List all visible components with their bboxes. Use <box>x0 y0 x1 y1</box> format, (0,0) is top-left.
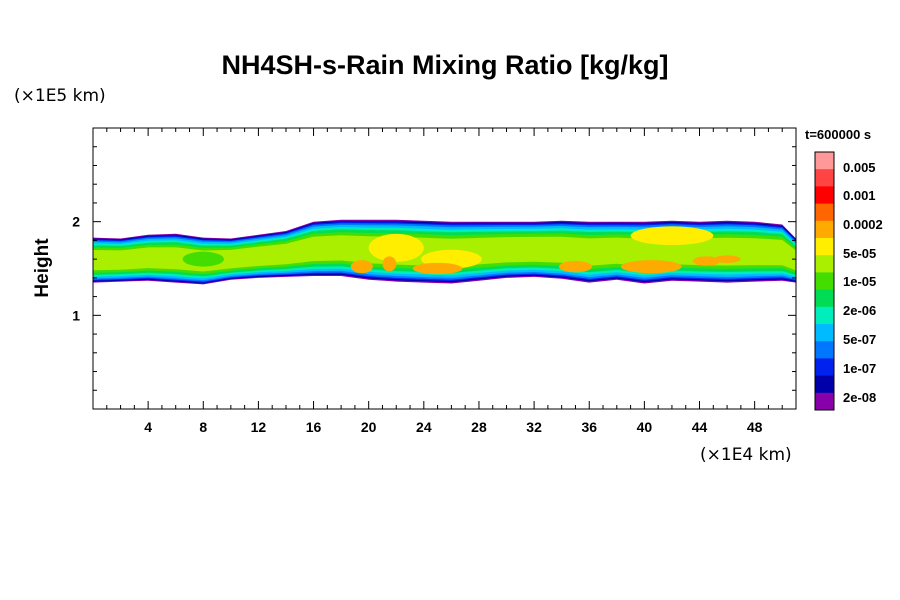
core-patch <box>692 256 721 266</box>
colorbar-swatch <box>815 375 834 394</box>
x-tick-label: 16 <box>306 419 322 435</box>
colorbar-swatch <box>815 272 834 290</box>
colorbar-swatch <box>815 341 834 359</box>
x-tick-label: 12 <box>251 419 267 435</box>
colorbar: 0.005 0.001 0.0002 5e-05 1e-05 2e-06 5e-07 1e-0… <box>814 151 883 411</box>
colorbar-label: 2e-06 <box>843 303 876 318</box>
core-patch <box>182 251 224 267</box>
colorbar-label: 5e-07 <box>843 332 876 347</box>
y-tick-label: 2 <box>72 214 80 230</box>
colorbar-swatch <box>815 238 834 256</box>
colorbar-swatch <box>815 186 834 204</box>
x-axis: 4 8 12 16 20 24 28 32 36 40 44 48 <box>106 128 783 435</box>
core-patch <box>630 226 714 246</box>
x-tick-label: 8 <box>199 419 207 435</box>
colorbar-swatch <box>815 289 834 308</box>
core-patch <box>558 261 592 273</box>
colorbar-swatch <box>815 169 834 187</box>
colorbar-label: 5e-05 <box>843 246 876 261</box>
colorbar-label: 0.005 <box>843 160 876 175</box>
plot-area <box>93 219 796 285</box>
core-patch <box>620 260 682 274</box>
chart-title: NH4SH-s-Rain Mixing Ratio [kg/kg] <box>221 50 668 80</box>
x-axis-unit: (×1E4 km) <box>700 445 792 465</box>
y-tick-label: 1 <box>72 307 80 323</box>
x-tick-label: 36 <box>581 419 597 435</box>
x-tick-label: 28 <box>471 419 487 435</box>
colorbar-label: 1e-07 <box>843 361 876 376</box>
x-tick-label: 24 <box>416 419 432 435</box>
y-axis: 12 <box>72 146 796 391</box>
x-tick-label: 40 <box>637 419 653 435</box>
plot-frame <box>92 127 797 410</box>
y-axis-label: Height <box>32 238 53 298</box>
x-tick-label: 32 <box>526 419 542 435</box>
colorbar-swatch <box>815 358 834 376</box>
x-tick-label: 4 <box>144 419 152 435</box>
core-patch <box>368 233 424 262</box>
core-patch <box>412 262 463 275</box>
colorbar-swatch <box>815 392 834 411</box>
core-patch <box>713 255 741 263</box>
x-tick-label: 20 <box>361 419 377 435</box>
colorbar-swatch <box>815 152 834 170</box>
colorbar-label: 2e-08 <box>843 390 876 405</box>
colorbar-label: 0.0002 <box>843 217 883 232</box>
colorbar-label: 1e-05 <box>843 274 876 289</box>
colorbar-swatch <box>815 255 834 273</box>
y-axis-unit: (×1E5 km) <box>14 86 106 106</box>
colorbar-frame <box>814 151 835 411</box>
colorbar-swatch <box>815 203 834 222</box>
x-tick-label: 48 <box>747 419 763 435</box>
colorbar-swatch <box>815 306 834 325</box>
colorbar-swatch <box>815 220 834 239</box>
colorbar-swatch <box>815 324 834 342</box>
core-patch <box>350 260 373 274</box>
time-label: t=600000 s <box>805 127 871 142</box>
x-tick-label: 44 <box>692 419 708 435</box>
colorbar-label: 0.001 <box>843 188 876 203</box>
core-patch <box>382 256 397 272</box>
